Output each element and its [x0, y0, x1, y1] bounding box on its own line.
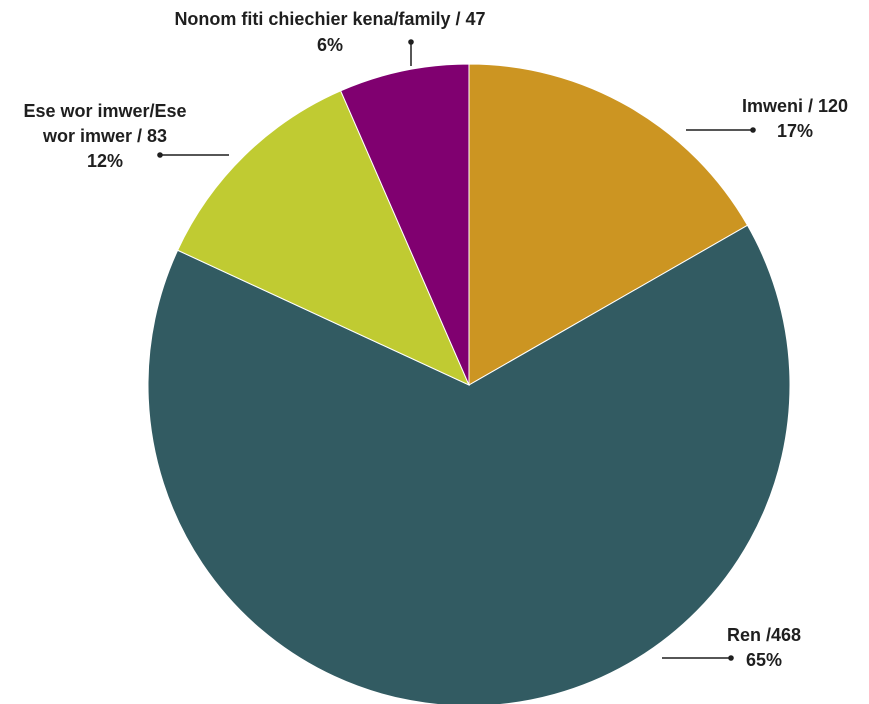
- leader-dot-nonom: [408, 39, 414, 45]
- slice-label-ese-wor-imwer-line2: wor imwer / 83: [42, 126, 167, 146]
- slice-percent-nonom: 6%: [317, 35, 343, 55]
- pie-slice-3: [340, 63, 470, 386]
- pie-slices: [147, 63, 791, 704]
- slice-percent-ren: 65%: [746, 650, 782, 670]
- leader-dot-ese-wor-imwer: [157, 152, 163, 158]
- leader-dot-ren: [728, 655, 734, 661]
- slice-percent-ese-wor-imwer: 12%: [87, 151, 123, 171]
- slice-label-imweni: Imweni / 120: [742, 96, 848, 116]
- slice-label-ese-wor-imwer-line1: Ese wor imwer/Ese: [23, 101, 186, 121]
- slice-label-nonom: Nonom fiti chiechier kena/family / 47: [174, 9, 485, 29]
- pie-slice-2: [176, 90, 470, 387]
- leader-lines: [157, 39, 756, 661]
- slice-labels: Imweni / 120 17% Ren /468 65% Ese wor im…: [23, 9, 848, 670]
- pie-slice-1: [147, 224, 791, 704]
- slice-percent-imweni: 17%: [777, 121, 813, 141]
- pie-slice-0: [468, 63, 749, 386]
- leader-dot-imweni: [750, 127, 756, 133]
- slice-label-ren: Ren /468: [727, 625, 801, 645]
